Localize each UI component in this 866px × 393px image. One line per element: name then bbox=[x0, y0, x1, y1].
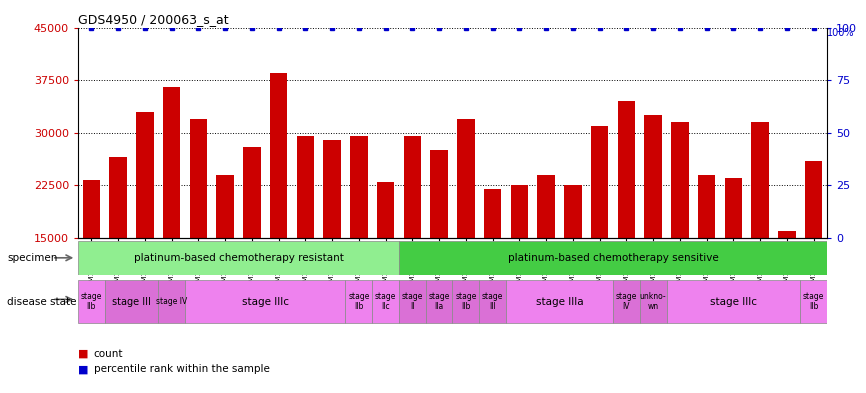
Bar bbox=[243, 147, 261, 343]
Bar bbox=[484, 189, 501, 343]
Text: stage
IIb: stage IIb bbox=[456, 292, 476, 311]
Text: disease state: disease state bbox=[7, 297, 76, 307]
Text: stage
IIc: stage IIc bbox=[375, 292, 397, 311]
Text: stage III: stage III bbox=[112, 297, 151, 307]
Text: stage
IIa: stage IIa bbox=[429, 292, 449, 311]
Bar bbox=[350, 136, 367, 343]
Bar bbox=[452, 280, 479, 323]
Bar bbox=[399, 241, 827, 275]
Bar bbox=[185, 280, 346, 323]
Bar bbox=[640, 280, 667, 323]
Text: specimen: specimen bbox=[7, 253, 57, 263]
Bar bbox=[190, 119, 207, 343]
Text: stage IIIc: stage IIIc bbox=[710, 297, 757, 307]
Bar bbox=[800, 280, 827, 323]
Bar bbox=[404, 136, 421, 343]
Text: count: count bbox=[94, 349, 123, 359]
Bar bbox=[511, 185, 528, 343]
Text: stage
IIb: stage IIb bbox=[81, 292, 102, 311]
Bar bbox=[752, 122, 769, 343]
Text: stage IIIa: stage IIIa bbox=[536, 297, 584, 307]
Text: unkno-
wn: unkno- wn bbox=[640, 292, 667, 311]
Text: ■: ■ bbox=[78, 349, 88, 359]
Bar bbox=[506, 280, 613, 323]
Bar bbox=[725, 178, 742, 343]
Text: GDS4950 / 200063_s_at: GDS4950 / 200063_s_at bbox=[78, 13, 229, 26]
Bar bbox=[78, 241, 399, 275]
Text: stage
II: stage II bbox=[402, 292, 423, 311]
Text: 100%: 100% bbox=[827, 28, 855, 37]
Bar bbox=[430, 150, 448, 343]
Text: ■: ■ bbox=[78, 364, 88, 375]
Bar bbox=[399, 280, 426, 323]
Bar bbox=[105, 280, 158, 323]
Text: stage IV: stage IV bbox=[156, 297, 187, 306]
Bar bbox=[216, 174, 234, 343]
Bar bbox=[644, 115, 662, 343]
Bar bbox=[158, 280, 185, 323]
Text: percentile rank within the sample: percentile rank within the sample bbox=[94, 364, 269, 375]
Bar bbox=[617, 101, 635, 343]
Bar bbox=[82, 180, 100, 343]
Text: platinum-based chemotherapy sensitive: platinum-based chemotherapy sensitive bbox=[507, 253, 719, 263]
Text: stage
IIb: stage IIb bbox=[803, 292, 824, 311]
Bar bbox=[667, 280, 800, 323]
Text: stage
IIb: stage IIb bbox=[348, 292, 370, 311]
Text: platinum-based chemotherapy resistant: platinum-based chemotherapy resistant bbox=[133, 253, 344, 263]
Bar bbox=[698, 174, 715, 343]
Bar bbox=[297, 136, 314, 343]
Bar bbox=[109, 157, 126, 343]
Text: stage
III: stage III bbox=[481, 292, 503, 311]
Bar bbox=[377, 182, 394, 343]
Bar bbox=[779, 231, 796, 343]
Bar bbox=[323, 140, 341, 343]
Bar bbox=[591, 126, 608, 343]
Bar bbox=[372, 280, 399, 323]
Text: stage
IV: stage IV bbox=[616, 292, 637, 311]
Bar bbox=[564, 185, 582, 343]
Bar bbox=[78, 280, 105, 323]
Bar bbox=[457, 119, 475, 343]
Bar bbox=[426, 280, 452, 323]
Text: stage IIIc: stage IIIc bbox=[242, 297, 288, 307]
Bar bbox=[163, 87, 180, 343]
Bar bbox=[671, 122, 688, 343]
Bar bbox=[538, 174, 555, 343]
Bar bbox=[270, 73, 288, 343]
Bar bbox=[613, 280, 640, 323]
Bar bbox=[346, 280, 372, 323]
Bar bbox=[136, 112, 153, 343]
Bar bbox=[479, 280, 506, 323]
Bar bbox=[805, 161, 823, 343]
